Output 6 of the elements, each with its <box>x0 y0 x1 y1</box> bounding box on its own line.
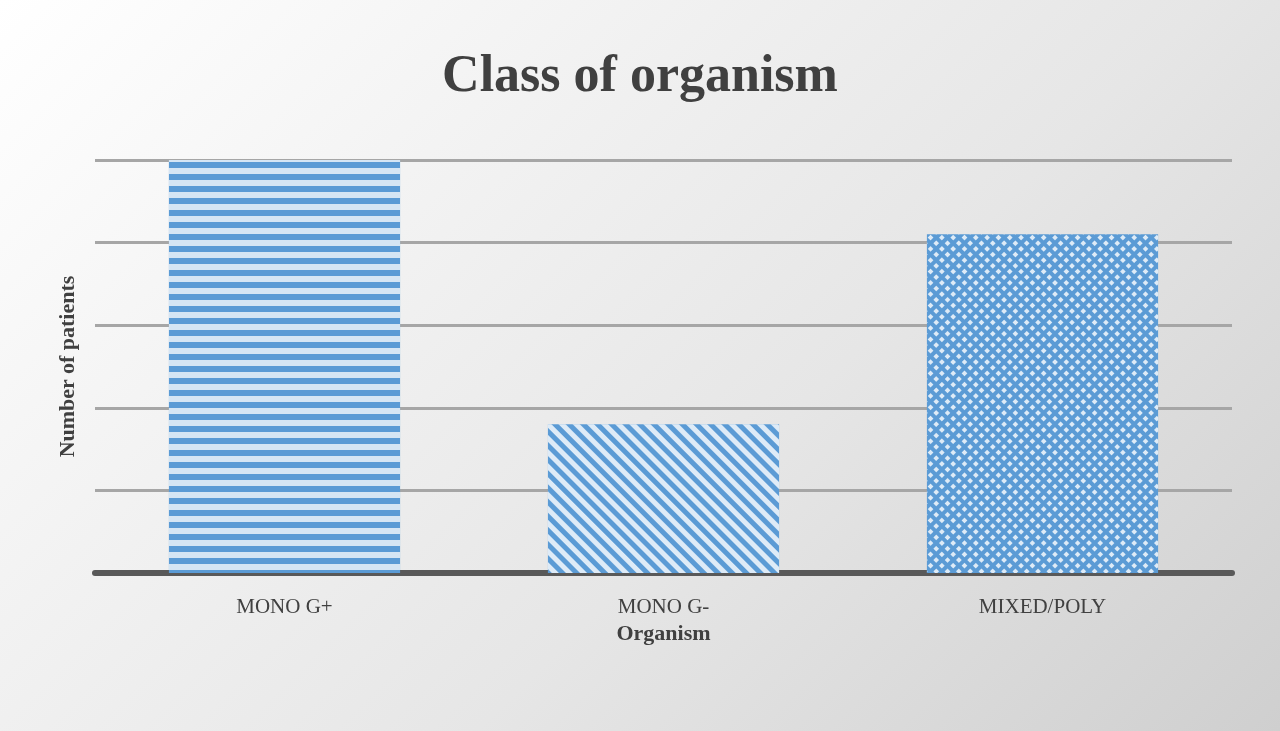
x-tick-label: MONO G+ <box>236 593 333 618</box>
y-axis-title: Number of patients <box>53 275 79 458</box>
x-tick-label: MONO G- <box>617 593 710 618</box>
x-axis-title: Organism <box>616 619 711 645</box>
x-tick-label: MIXED/POLY <box>978 593 1107 618</box>
chart-title: Class of organism <box>442 44 838 102</box>
